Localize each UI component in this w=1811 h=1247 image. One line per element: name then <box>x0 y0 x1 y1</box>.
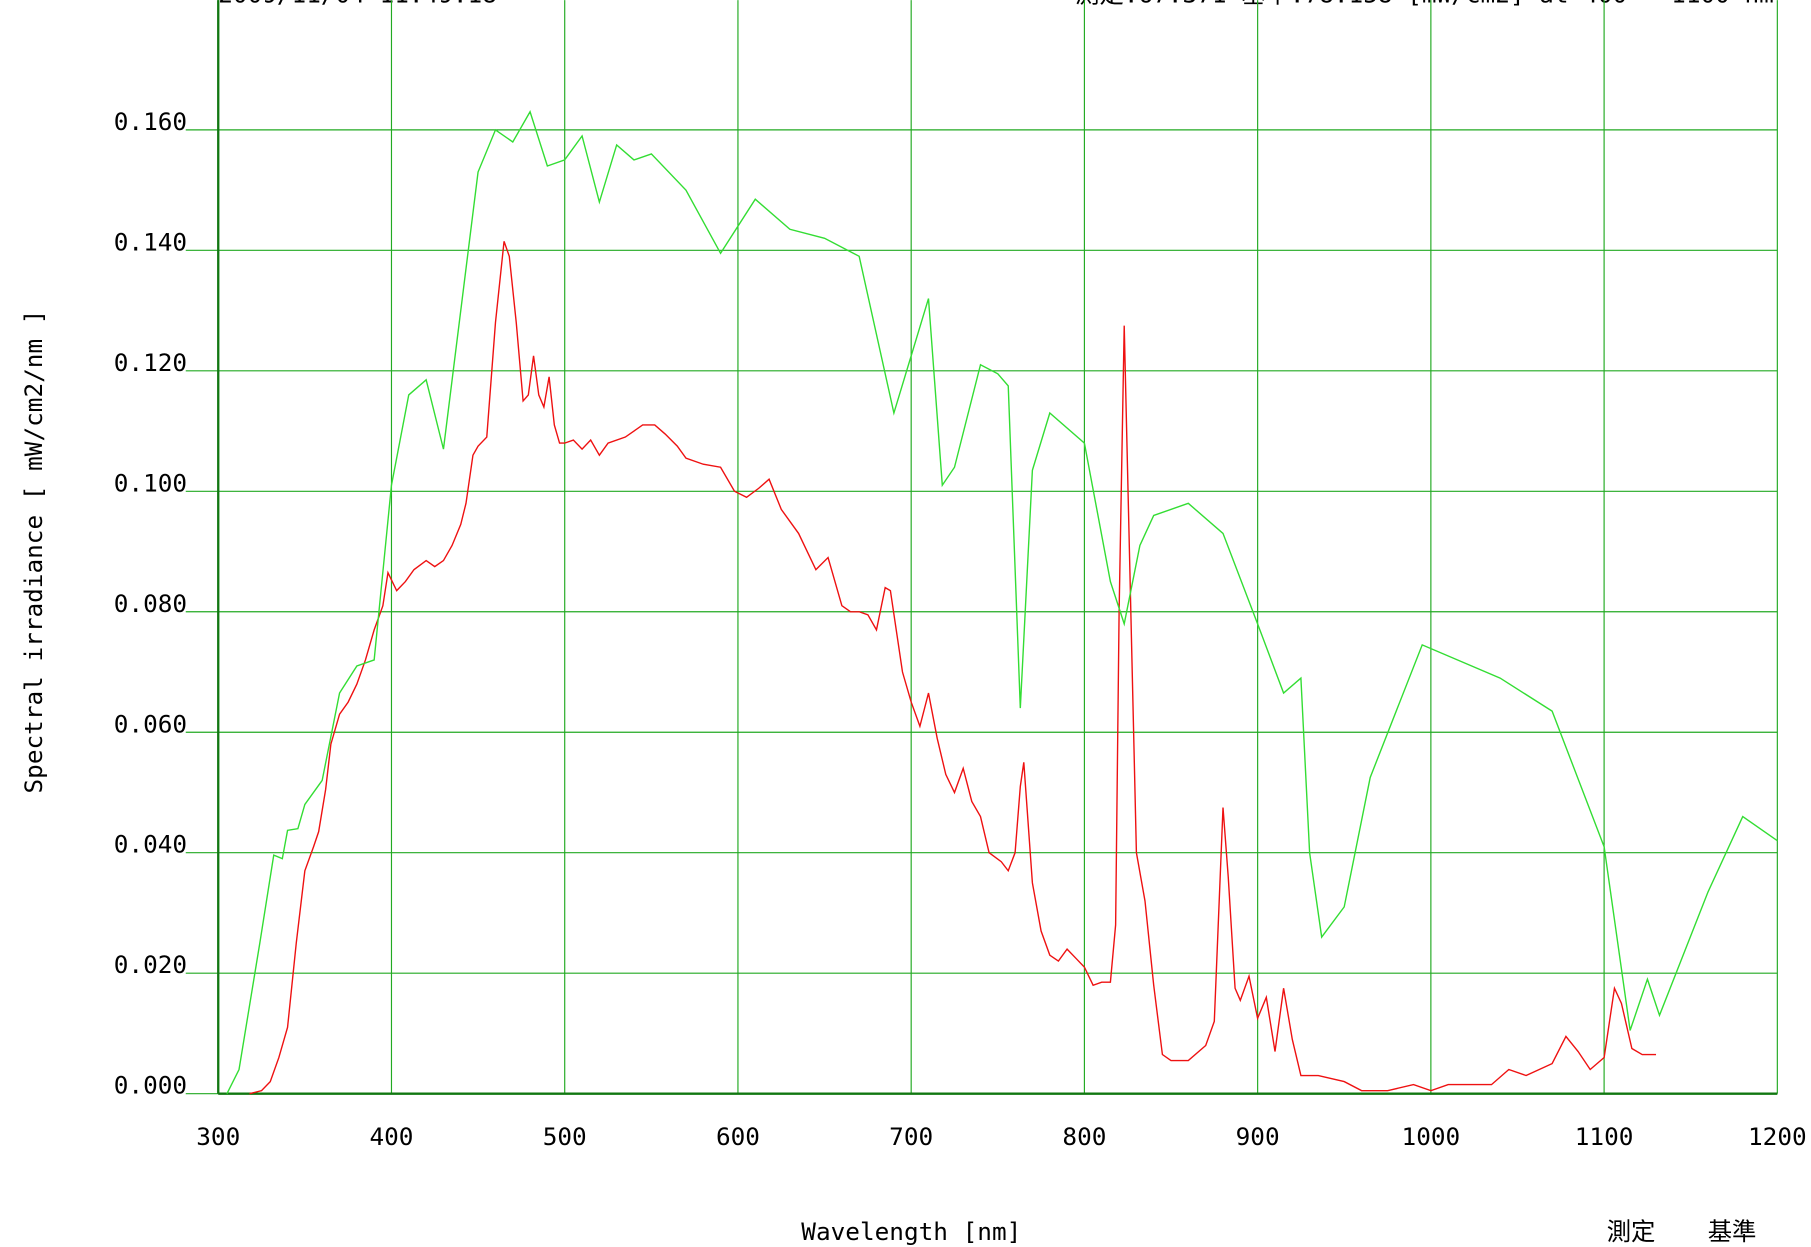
x-tick-label: 300 <box>196 1122 240 1151</box>
y-tick-label: 0.100 <box>114 468 187 497</box>
chart-subtitle: 測定:67.371 基準:78.158 [mW/cm2] at 400 - 11… <box>1075 0 1774 8</box>
chart-title: 2009/11/04 11:49:18 <box>218 0 497 8</box>
x-tick-label: 900 <box>1236 1122 1280 1151</box>
y-tick-label: 0.140 <box>114 227 187 256</box>
x-tick-label: 600 <box>716 1122 760 1151</box>
series-line <box>226 110 1778 1094</box>
x-axis-label: Wavelength [nm] <box>801 1217 1021 1246</box>
x-tick-label: 1200 <box>1748 1122 1807 1151</box>
legend-label: 測定 <box>1607 1217 1656 1246</box>
y-axis-label: Spectral irradiance [ mW/cm2/nm ] <box>19 310 48 794</box>
x-tick-label: 500 <box>543 1122 587 1151</box>
x-tick-label: 800 <box>1062 1122 1106 1151</box>
y-tick-label: 0.000 <box>114 1071 187 1100</box>
legend-label: 基準 <box>1708 1217 1757 1246</box>
y-tick-label: 0.060 <box>114 709 187 738</box>
x-tick-label: 1000 <box>1402 1122 1461 1151</box>
x-tick-label: 1100 <box>1575 1122 1634 1151</box>
y-tick-label: 0.160 <box>114 107 187 136</box>
y-tick-label: 0.080 <box>114 589 187 618</box>
y-tick-label: 0.020 <box>114 950 187 979</box>
y-tick-label: 0.040 <box>114 830 187 859</box>
x-tick-label: 400 <box>369 1122 413 1151</box>
series-line <box>249 241 1657 1095</box>
y-tick-label: 0.120 <box>114 348 187 377</box>
x-tick-label: 700 <box>889 1122 933 1151</box>
